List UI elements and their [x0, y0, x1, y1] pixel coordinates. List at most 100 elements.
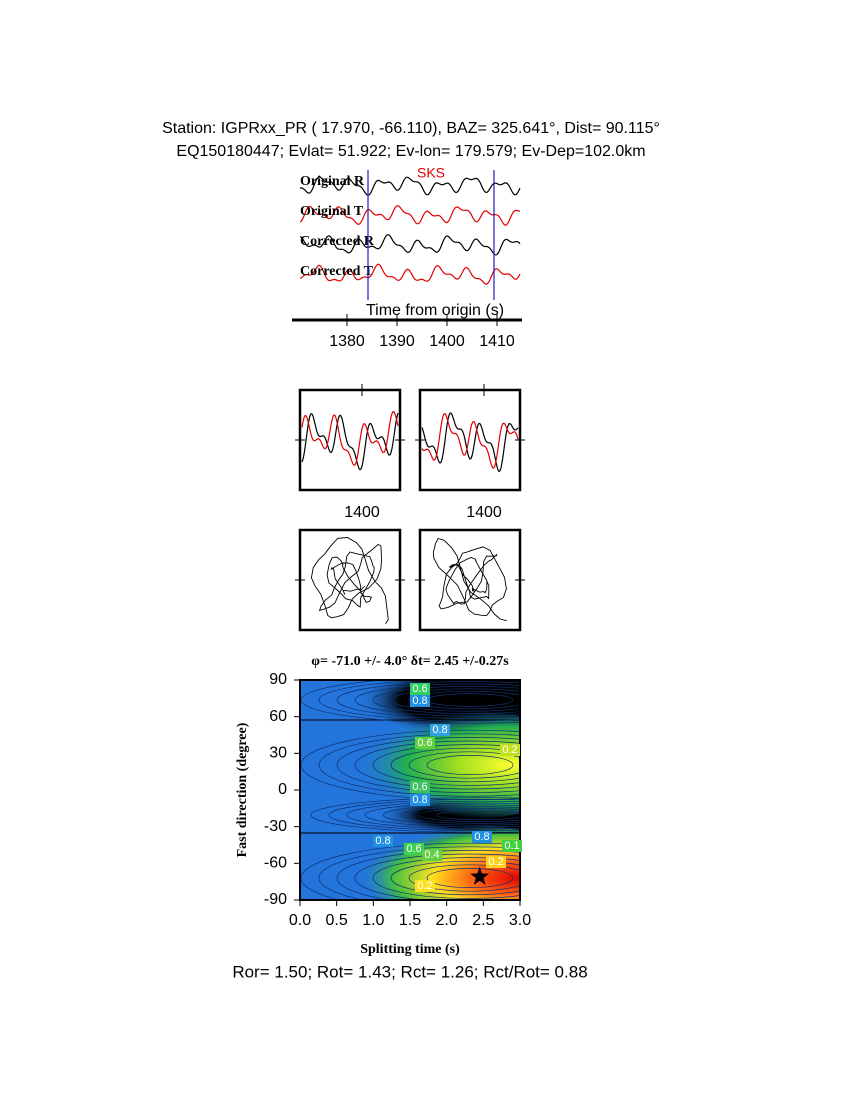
contour-line: [318, 680, 520, 722]
x-tick-label: 1390: [379, 333, 415, 350]
contour-label-bg: [430, 724, 450, 736]
waveform: [421, 412, 519, 469]
contour-line: [408, 751, 520, 779]
y-tick-label: -60: [264, 855, 287, 872]
contour-label: 0.8: [375, 835, 390, 847]
contour-line: [408, 690, 520, 710]
contour-line: [328, 799, 520, 831]
contour-line: [354, 683, 520, 717]
x-tick-label: 1380: [329, 333, 365, 350]
contour-line: [364, 802, 520, 828]
contour-line: [346, 800, 520, 830]
contour-line: [372, 857, 520, 899]
particle-motion: [432, 537, 507, 622]
contour-label: 0.6: [412, 781, 427, 793]
contour-label-bg: [500, 744, 520, 756]
contour-label-bg: [404, 843, 424, 855]
contour-label-bg: [472, 831, 492, 843]
footer: Ror= 1.50; Rot= 1.43; Rct= 1.26; Rct/Rot…: [232, 962, 587, 981]
x-axis-label: Time from origin (s): [366, 302, 504, 319]
contour-line: [336, 850, 520, 900]
header-line: EQ150180447; Evlat= 51.922; Ev-lon= 179.…: [176, 143, 645, 160]
contour-line: [382, 804, 520, 826]
trace-label: Original R: [300, 174, 365, 189]
contour-line: [318, 733, 520, 797]
waveform: [299, 233, 521, 256]
contour-label-bg: [415, 880, 435, 892]
y-tick-label: -90: [264, 891, 287, 908]
contour-label-bg: [415, 737, 435, 749]
x-tick-label: 0.5: [326, 912, 348, 929]
x-tick-label: 1400: [466, 504, 502, 521]
contour-line: [418, 808, 520, 822]
contour-label: 0.6: [406, 843, 421, 855]
contour-label: 0.8: [432, 724, 447, 736]
contour-line: [408, 864, 520, 892]
contour-label: 0.8: [412, 695, 427, 707]
contour-label: 0.4: [424, 849, 439, 861]
contour-label: 0.1: [504, 840, 519, 852]
header-line: Station: IGPRxx_PR ( 17.970, -66.110), B…: [162, 120, 660, 137]
contour-line: [426, 868, 514, 888]
x-tick-label: 2.0: [436, 912, 458, 929]
x-tick-label: 1400: [429, 333, 465, 350]
contour-lines: [300, 680, 520, 900]
x-tick-label: 3.0: [509, 912, 531, 929]
y-tick-label: 0: [278, 781, 287, 798]
misfit-surface: [300, 680, 520, 900]
x-tick-label: 1410: [479, 333, 515, 350]
contour-title: φ= -71.0 +/- 4.0° δt= 2.45 +/-0.27s: [311, 654, 509, 669]
contour-label-bg: [410, 794, 430, 806]
contour-line: [390, 688, 520, 712]
waveform: [299, 176, 521, 196]
contour-label-bg: [422, 849, 442, 861]
y-tick-label: -30: [264, 818, 287, 835]
waveform: [301, 412, 399, 471]
contour-label-bg: [410, 695, 430, 707]
contour-label-bg: [502, 840, 522, 852]
contour-line: [390, 747, 520, 783]
contour-line: [400, 806, 520, 824]
contour-label: 0.2: [417, 880, 432, 892]
trace-label: Corrected T: [300, 264, 374, 279]
x-axis-label: Splitting time (s): [360, 942, 460, 957]
contour-label-bg: [410, 683, 430, 695]
y-axis-label: Fast direction (degree): [235, 722, 250, 857]
contour-label: 0.8: [474, 831, 489, 843]
contour-label-bg: [410, 781, 430, 793]
contour-line: [390, 860, 520, 896]
contour-label-bg: [373, 835, 393, 847]
contour-label-bg: [486, 856, 506, 868]
contour-line: [436, 809, 520, 821]
contour-label: 0.2: [502, 744, 517, 756]
waveform: [299, 263, 521, 285]
contour-line: [354, 853, 520, 900]
waveform: [301, 410, 399, 467]
x-tick-label: 1.0: [362, 912, 384, 929]
waveform: [421, 412, 519, 473]
contour-line: [336, 737, 520, 793]
contour-line: [354, 740, 520, 790]
contour-line: [336, 681, 520, 719]
contour-label: 0.2: [488, 856, 503, 868]
contour-line: [372, 686, 520, 714]
contour-line: [372, 744, 520, 786]
phase-label: SKS: [417, 165, 445, 181]
y-tick-label: 60: [269, 708, 287, 725]
contour-line: [426, 755, 514, 775]
y-tick-label: 30: [269, 745, 287, 762]
x-tick-label: 0.0: [289, 912, 311, 929]
contour-label: 0.8: [412, 794, 427, 806]
trace-label: Corrected R: [300, 234, 375, 249]
x-tick-label: 1400: [344, 504, 380, 521]
x-tick-label: 1.5: [399, 912, 421, 929]
y-tick-label: 90: [269, 671, 287, 688]
trace-label: Original T: [300, 204, 364, 219]
contour-label: 0.6: [417, 737, 432, 749]
x-tick-label: 2.5: [472, 912, 494, 929]
best-fit-star: [470, 866, 490, 885]
contour-line: [318, 846, 520, 900]
particle-motion: [310, 537, 389, 624]
waveform: [299, 205, 521, 226]
